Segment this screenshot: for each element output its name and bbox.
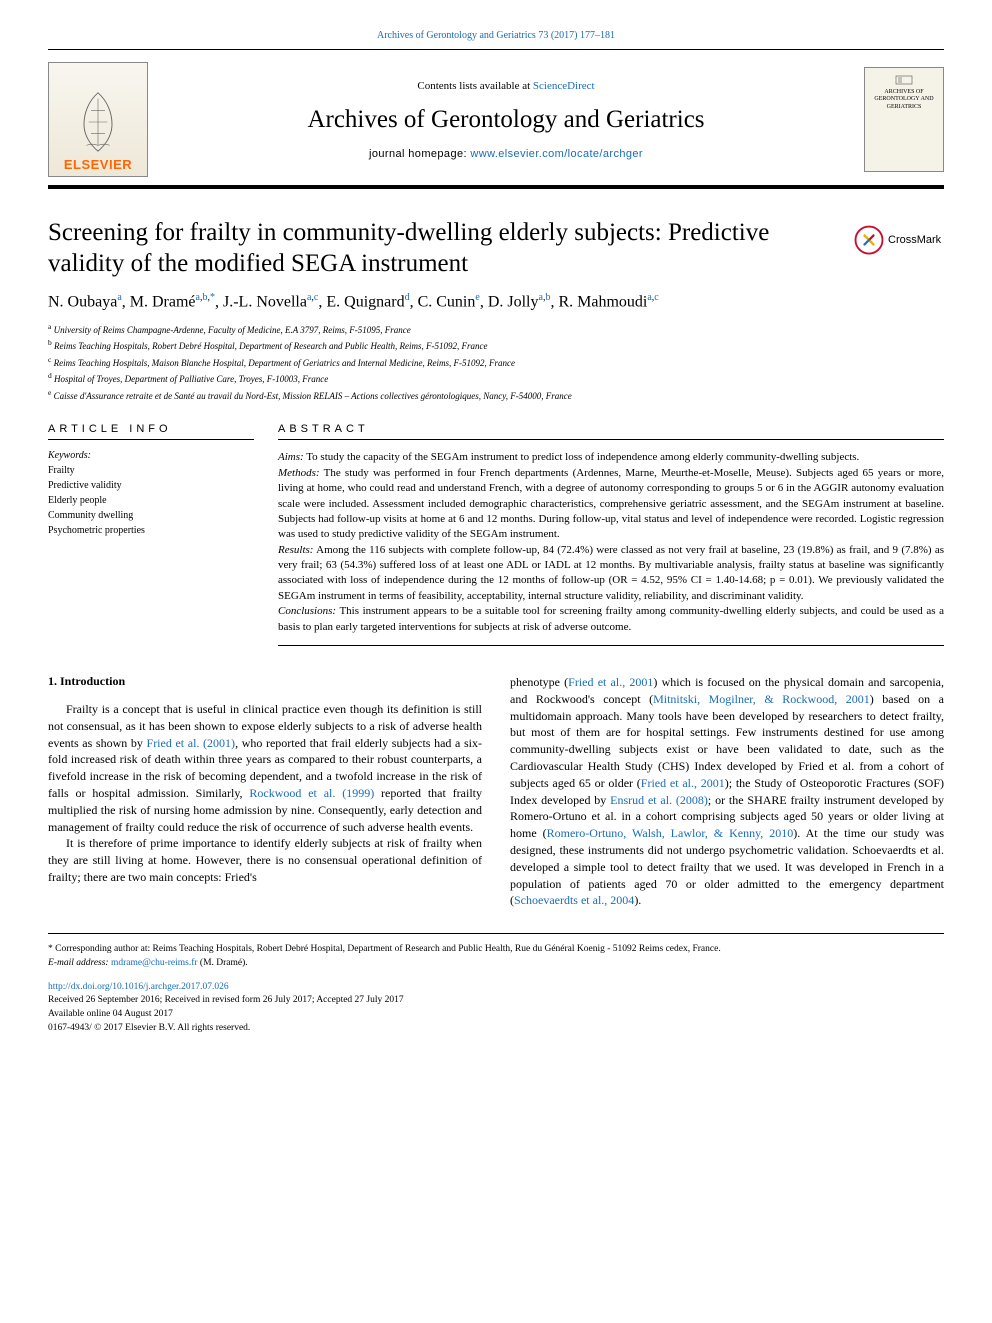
corr-label: * Corresponding author at: <box>48 944 150 954</box>
article-title: Screening for frailty in community-dwell… <box>48 217 834 280</box>
doi-block: http://dx.doi.org/10.1016/j.archger.2017… <box>48 981 944 1036</box>
ref-ensrud-2008[interactable]: Ensrud et al. (2008) <box>610 793 708 807</box>
aims-text: To study the capacity of the SEGAm instr… <box>306 451 859 463</box>
sciencedirect-link[interactable]: ScienceDirect <box>533 80 595 92</box>
email-label: E-mail address: <box>48 958 109 968</box>
online-date: Available online 04 August 2017 <box>48 1009 173 1019</box>
journal-cover[interactable]: ARCHIVES OF GERONTOLOGY AND GERIATRICS <box>864 67 944 172</box>
homepage-link[interactable]: www.elsevier.com/locate/archger <box>470 148 643 160</box>
masthead-center: Contents lists available at ScienceDirec… <box>148 80 864 160</box>
ref-mitnitski-2001[interactable]: Mitnitski, Mogilner, & Rockwood, 2001 <box>653 692 870 706</box>
authors: N. Oubayaa, M. Draméa,b,*, J.-L. Novella… <box>48 292 944 311</box>
aims-label: Aims: <box>278 451 304 463</box>
thick-rule <box>48 185 944 189</box>
abstract-rule <box>278 645 944 646</box>
keywords-label: Keywords: <box>48 450 254 461</box>
abstract-text: Aims: To study the capacity of the SEGAm… <box>278 450 944 635</box>
crossmark-label: CrossMark <box>888 234 941 246</box>
article-info: ARTICLE INFO Keywords: FrailtyPredictive… <box>48 423 278 646</box>
results-label: Results: <box>278 544 313 556</box>
conclusions-label: Conclusions: <box>278 605 336 617</box>
citation-header: Archives of Gerontology and Geriatrics 7… <box>48 30 944 41</box>
abstract-header: ABSTRACT <box>278 423 944 440</box>
contents-line: Contents lists available at ScienceDirec… <box>168 80 844 92</box>
corr-email[interactable]: mdrame@chu-reims.fr <box>111 958 198 968</box>
ref-schoevaerdts-2004[interactable]: Schoevaerdts et al., 2004 <box>514 893 634 907</box>
ref-fried-2001c[interactable]: Fried et al., 2001 <box>641 776 725 790</box>
title-row: Screening for frailty in community-dwell… <box>48 217 944 280</box>
elsevier-logo[interactable]: ELSEVIER <box>48 62 148 177</box>
homepage-line: journal homepage: www.elsevier.com/locat… <box>168 148 844 160</box>
body-col-left: 1. Introduction Frailty is a concept tha… <box>48 674 482 909</box>
citation-link[interactable]: Archives of Gerontology and Geriatrics 7… <box>377 30 615 41</box>
corr-text: Reims Teaching Hospitals, Robert Debré H… <box>152 944 720 954</box>
cover-title: ARCHIVES OF GERONTOLOGY AND GERIATRICS <box>869 72 939 111</box>
footnotes: * Corresponding author at: Reims Teachin… <box>48 942 944 971</box>
results-text: Among the 116 subjects with complete fol… <box>278 544 944 602</box>
masthead: ELSEVIER Contents lists available at Sci… <box>48 62 944 177</box>
abstract: ABSTRACT Aims: To study the capacity of … <box>278 423 944 646</box>
ref-fried-2001b[interactable]: Fried et al., 2001 <box>568 675 653 689</box>
body-text-right: phenotype (Fried et al., 2001) which is … <box>510 674 944 909</box>
body-columns: 1. Introduction Frailty is a concept tha… <box>48 674 944 909</box>
article-info-header: ARTICLE INFO <box>48 423 254 440</box>
body-text-left: Frailty is a concept that is useful in c… <box>48 701 482 886</box>
info-abstract-row: ARTICLE INFO Keywords: FrailtyPredictive… <box>48 423 944 646</box>
elsevier-tree-icon <box>63 87 133 157</box>
section-heading: 1. Introduction <box>48 674 482 689</box>
ref-fried-2001[interactable]: Fried et al. (2001) <box>147 736 236 750</box>
copyright: 0167-4943/ © 2017 Elsevier B.V. All righ… <box>48 1023 250 1033</box>
methods-text: The study was performed in four French d… <box>278 467 944 541</box>
body-col-right: phenotype (Fried et al., 2001) which is … <box>510 674 944 909</box>
email-person: (M. Dramé). <box>200 958 248 968</box>
top-rule <box>48 49 944 50</box>
affiliations: a University of Reims Champagne-Ardenne,… <box>48 321 944 404</box>
keywords-list: FrailtyPredictive validityElderly people… <box>48 463 254 538</box>
elsevier-wordmark: ELSEVIER <box>64 157 132 176</box>
crossmark-icon <box>854 225 884 255</box>
ref-rockwood-1999[interactable]: Rockwood et al. (1999) <box>249 786 374 800</box>
ref-romero-2010[interactable]: Romero-Ortuno, Walsh, Lawlor, & Kenny, 2… <box>547 826 794 840</box>
methods-label: Methods: <box>278 467 320 479</box>
footnote-rule <box>48 933 944 934</box>
crossmark-badge[interactable]: CrossMark <box>854 221 944 259</box>
journal-name: Archives of Gerontology and Geriatrics <box>168 106 844 134</box>
doi-link[interactable]: http://dx.doi.org/10.1016/j.archger.2017… <box>48 982 229 992</box>
history: Received 26 September 2016; Received in … <box>48 995 404 1005</box>
conclusions-text: This instrument appears to be a suitable… <box>278 605 944 632</box>
